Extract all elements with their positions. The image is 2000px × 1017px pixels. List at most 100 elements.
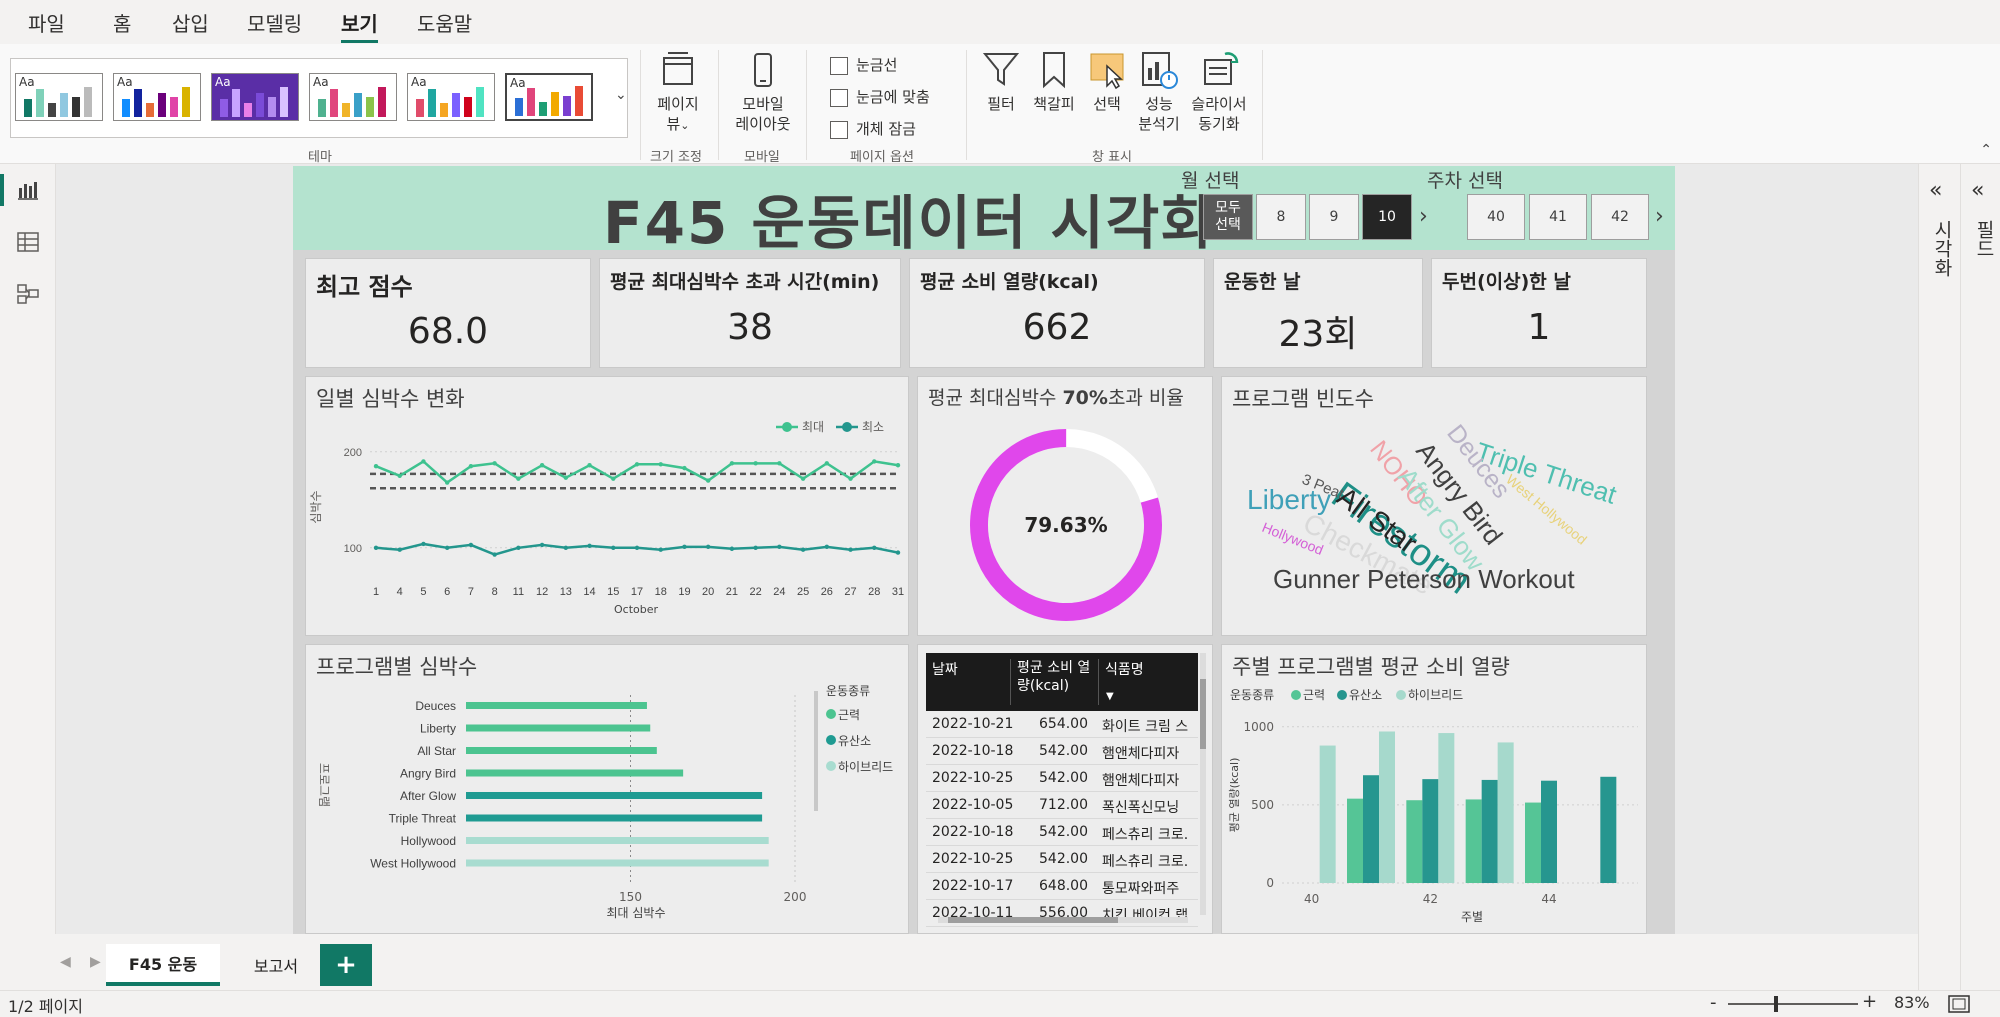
kpi-card-max-score[interactable]: 최고 점수 68.0 [305, 258, 591, 368]
menu-file[interactable]: 파일 [28, 12, 65, 36]
theme-thumb-6[interactable]: Aa [505, 73, 593, 121]
group-label-page-options: 페이지 옵션 [850, 150, 914, 165]
menu-modeling[interactable]: 모델링 [247, 12, 303, 36]
month-8-button[interactable]: 8 [1256, 194, 1306, 240]
table-cell-date: 2022-10-18 [932, 743, 1014, 759]
gallery-expand-icon[interactable]: ⌄ [615, 87, 627, 103]
group-label-size: 크기 조정 [650, 150, 702, 165]
theme-thumb-4[interactable]: Aa [309, 73, 397, 121]
legend-scrollbar [814, 691, 818, 811]
ribbon-separator [1262, 50, 1263, 160]
add-page-button[interactable]: + [320, 944, 372, 986]
theme-thumb-2[interactable]: Aa [113, 73, 201, 121]
selection-pane-button[interactable]: 선택 [1084, 50, 1130, 114]
expand-chevron-icon[interactable]: « [1971, 178, 1985, 203]
bookmark-pane-button[interactable]: 책갈피 [1030, 50, 1078, 114]
model-view-icon[interactable] [16, 282, 40, 306]
page-view-button[interactable]: 페이지 뷰⌄ [652, 50, 704, 136]
program-frequency-wordcloud-panel[interactable]: 프로그램 빈도수 Triple Threat Deuces Angry Bird We… [1221, 376, 1647, 636]
table-vertical-scrollbar[interactable] [1200, 653, 1206, 915]
table-row[interactable]: 2022-10-18 542.00 페스츄리 크로. [926, 819, 1198, 846]
snap-to-grid-checkbox[interactable]: 눈금에 맞춤 [830, 86, 930, 107]
table-row[interactable]: 2022-10-18 542.00 햄앤체다피자 [926, 738, 1198, 765]
ribbon-separator [966, 50, 967, 160]
kpi-card-workout-days[interactable]: 운동한 날 23회 [1213, 258, 1423, 368]
filter-pane-button[interactable]: 필터 [978, 50, 1024, 114]
gridlines-checkbox[interactable]: 눈금선 [830, 54, 897, 75]
week-40-button[interactable]: 40 [1467, 194, 1525, 240]
bar-하이브리드 [1438, 733, 1455, 883]
theme-thumb-3[interactable]: Aa [211, 73, 299, 121]
filter-icon [982, 53, 1020, 86]
week-42-button[interactable]: 42 [1591, 194, 1649, 240]
weekly-calories-bar-panel[interactable]: 주별 프로그램별 평균 소비 열량 0 500 1000 40 42 44 주별 평균 열량(… [1221, 644, 1647, 934]
table-cell-calories: 712.00 [1039, 797, 1088, 813]
x-tick-label: 200 [784, 890, 807, 904]
theme-thumb-1[interactable]: Aa [15, 73, 103, 121]
theme-gallery: Aa Aa Aa Aa Aa Aa ⌄ [10, 58, 628, 138]
tab-scroll-left-icon[interactable]: ◀ [60, 954, 71, 970]
x-tick-label: 15 [607, 586, 619, 598]
legend-label: 최소 [862, 420, 884, 434]
table-view-icon[interactable] [16, 230, 40, 254]
lock-objects-checkbox[interactable]: 개체 잠금 [830, 118, 916, 139]
zoom-slider-track[interactable] [1728, 1003, 1858, 1005]
menu-insert[interactable]: 삽입 [172, 12, 209, 36]
hr-over-70-donut-panel[interactable]: 평균 최대심박수 70%초과 비율 79.63% [917, 376, 1213, 636]
table-row[interactable]: 2022-10-17 648.00 통모짜와퍼주 [926, 873, 1198, 900]
month-10-button[interactable]: 10 [1362, 194, 1412, 240]
calorie-food-table-panel[interactable]: 날짜 평균 소비 열량(kcal) 식품명 ▼ 2022-10-21 654.00… [917, 644, 1213, 934]
kpi-title: 운동한 날 [1224, 271, 1301, 293]
kpi-card-avg-calories[interactable]: 평균 소비 열량(kcal) 662 [909, 258, 1205, 368]
table-horizontal-scrollbar[interactable] [938, 917, 1188, 923]
tab-f45-workout[interactable]: F45 운동 [106, 944, 220, 986]
table-cell-date: 2022-10-18 [932, 824, 1014, 840]
month-9-button[interactable]: 9 [1309, 194, 1359, 240]
sync-slicers-button[interactable]: 슬라이서 동기화 [1188, 50, 1250, 134]
data-point [397, 547, 402, 552]
table-row[interactable]: 2022-10-25 542.00 페스츄리 크로. [926, 846, 1198, 873]
week-41-button[interactable]: 41 [1529, 194, 1587, 240]
visualizations-pane-collapsed[interactable]: « 시각화 [1918, 164, 1958, 990]
x-tick-label: 8 [492, 586, 498, 598]
month-next-icon[interactable]: › [1419, 204, 1428, 229]
table-row[interactable]: 2022-10-05 712.00 폭신폭신모닝 [926, 792, 1198, 819]
zoom-out-button[interactable]: - [1710, 992, 1717, 1013]
mobile-layout-button[interactable]: 모바일 레이아웃 [730, 50, 796, 134]
table-header-date[interactable]: 날짜 [932, 662, 958, 678]
month-select-all-button[interactable]: 모두 선택 [1203, 194, 1253, 240]
y-axis-label: 평균 열량(kcal) [1228, 758, 1241, 833]
table-row[interactable]: 2022-10-25 542.00 햄앤체다피자 [926, 765, 1198, 792]
table-header-food[interactable]: 식품명 [1098, 659, 1144, 705]
daily-hr-line-panel[interactable]: 일별 심박수 변화 100 200 심박수 1 4 5 6 7 8 11 12 13 14 15 17 18 1… [305, 376, 909, 636]
menu-home[interactable]: 홈 [113, 12, 132, 36]
table-cell-food: 화이트 크림 스 [1102, 719, 1189, 735]
program-hr-bar-panel[interactable]: 프로그램별 심박수 Deuces Liberty All Star Angry Bir… [305, 644, 909, 934]
theme-thumb-aa: Aa [215, 75, 231, 89]
table-header-calories[interactable]: 평균 소비 열량(kcal) [1010, 659, 1094, 705]
report-view-icon[interactable] [16, 178, 40, 202]
data-point [492, 461, 497, 466]
tab-scroll-right-icon[interactable]: ▶ [90, 954, 101, 970]
scrollbar-thumb[interactable] [948, 917, 1118, 923]
table-row[interactable]: 2022-10-21 654.00 화이트 크림 스 [926, 711, 1198, 738]
menu-view[interactable]: 보기 [341, 8, 378, 43]
scrollbar-thumb[interactable] [1200, 679, 1206, 749]
page-view-label-2: 뷰 [666, 115, 681, 133]
legend-label: 하이브리드 [838, 760, 893, 774]
tab-report[interactable]: 보고서 [253, 957, 299, 976]
week-next-icon[interactable]: › [1655, 204, 1664, 229]
zoom-in-button[interactable]: + [1862, 991, 1878, 1012]
sort-desc-icon[interactable]: ▼ [1106, 691, 1114, 702]
fit-to-page-icon[interactable] [1948, 995, 1970, 1013]
ribbon-collapse-icon[interactable]: ⌃ [1980, 142, 1992, 158]
kpi-card-double-days[interactable]: 두번(이상)한 날 1 [1431, 258, 1647, 368]
theme-thumb-5[interactable]: Aa [407, 73, 495, 121]
performance-analyzer-button[interactable]: 성능 분석기 [1136, 50, 1182, 134]
zoom-slider-thumb[interactable] [1774, 996, 1778, 1012]
menu-help[interactable]: 도움말 [417, 12, 473, 36]
expand-chevron-icon[interactable]: « [1929, 178, 1943, 203]
kpi-card-over-max-time[interactable]: 평균 최대심박수 초과 시간(min) 38 [599, 258, 901, 368]
fields-pane-collapsed[interactable]: « 필드 [1960, 164, 2000, 990]
